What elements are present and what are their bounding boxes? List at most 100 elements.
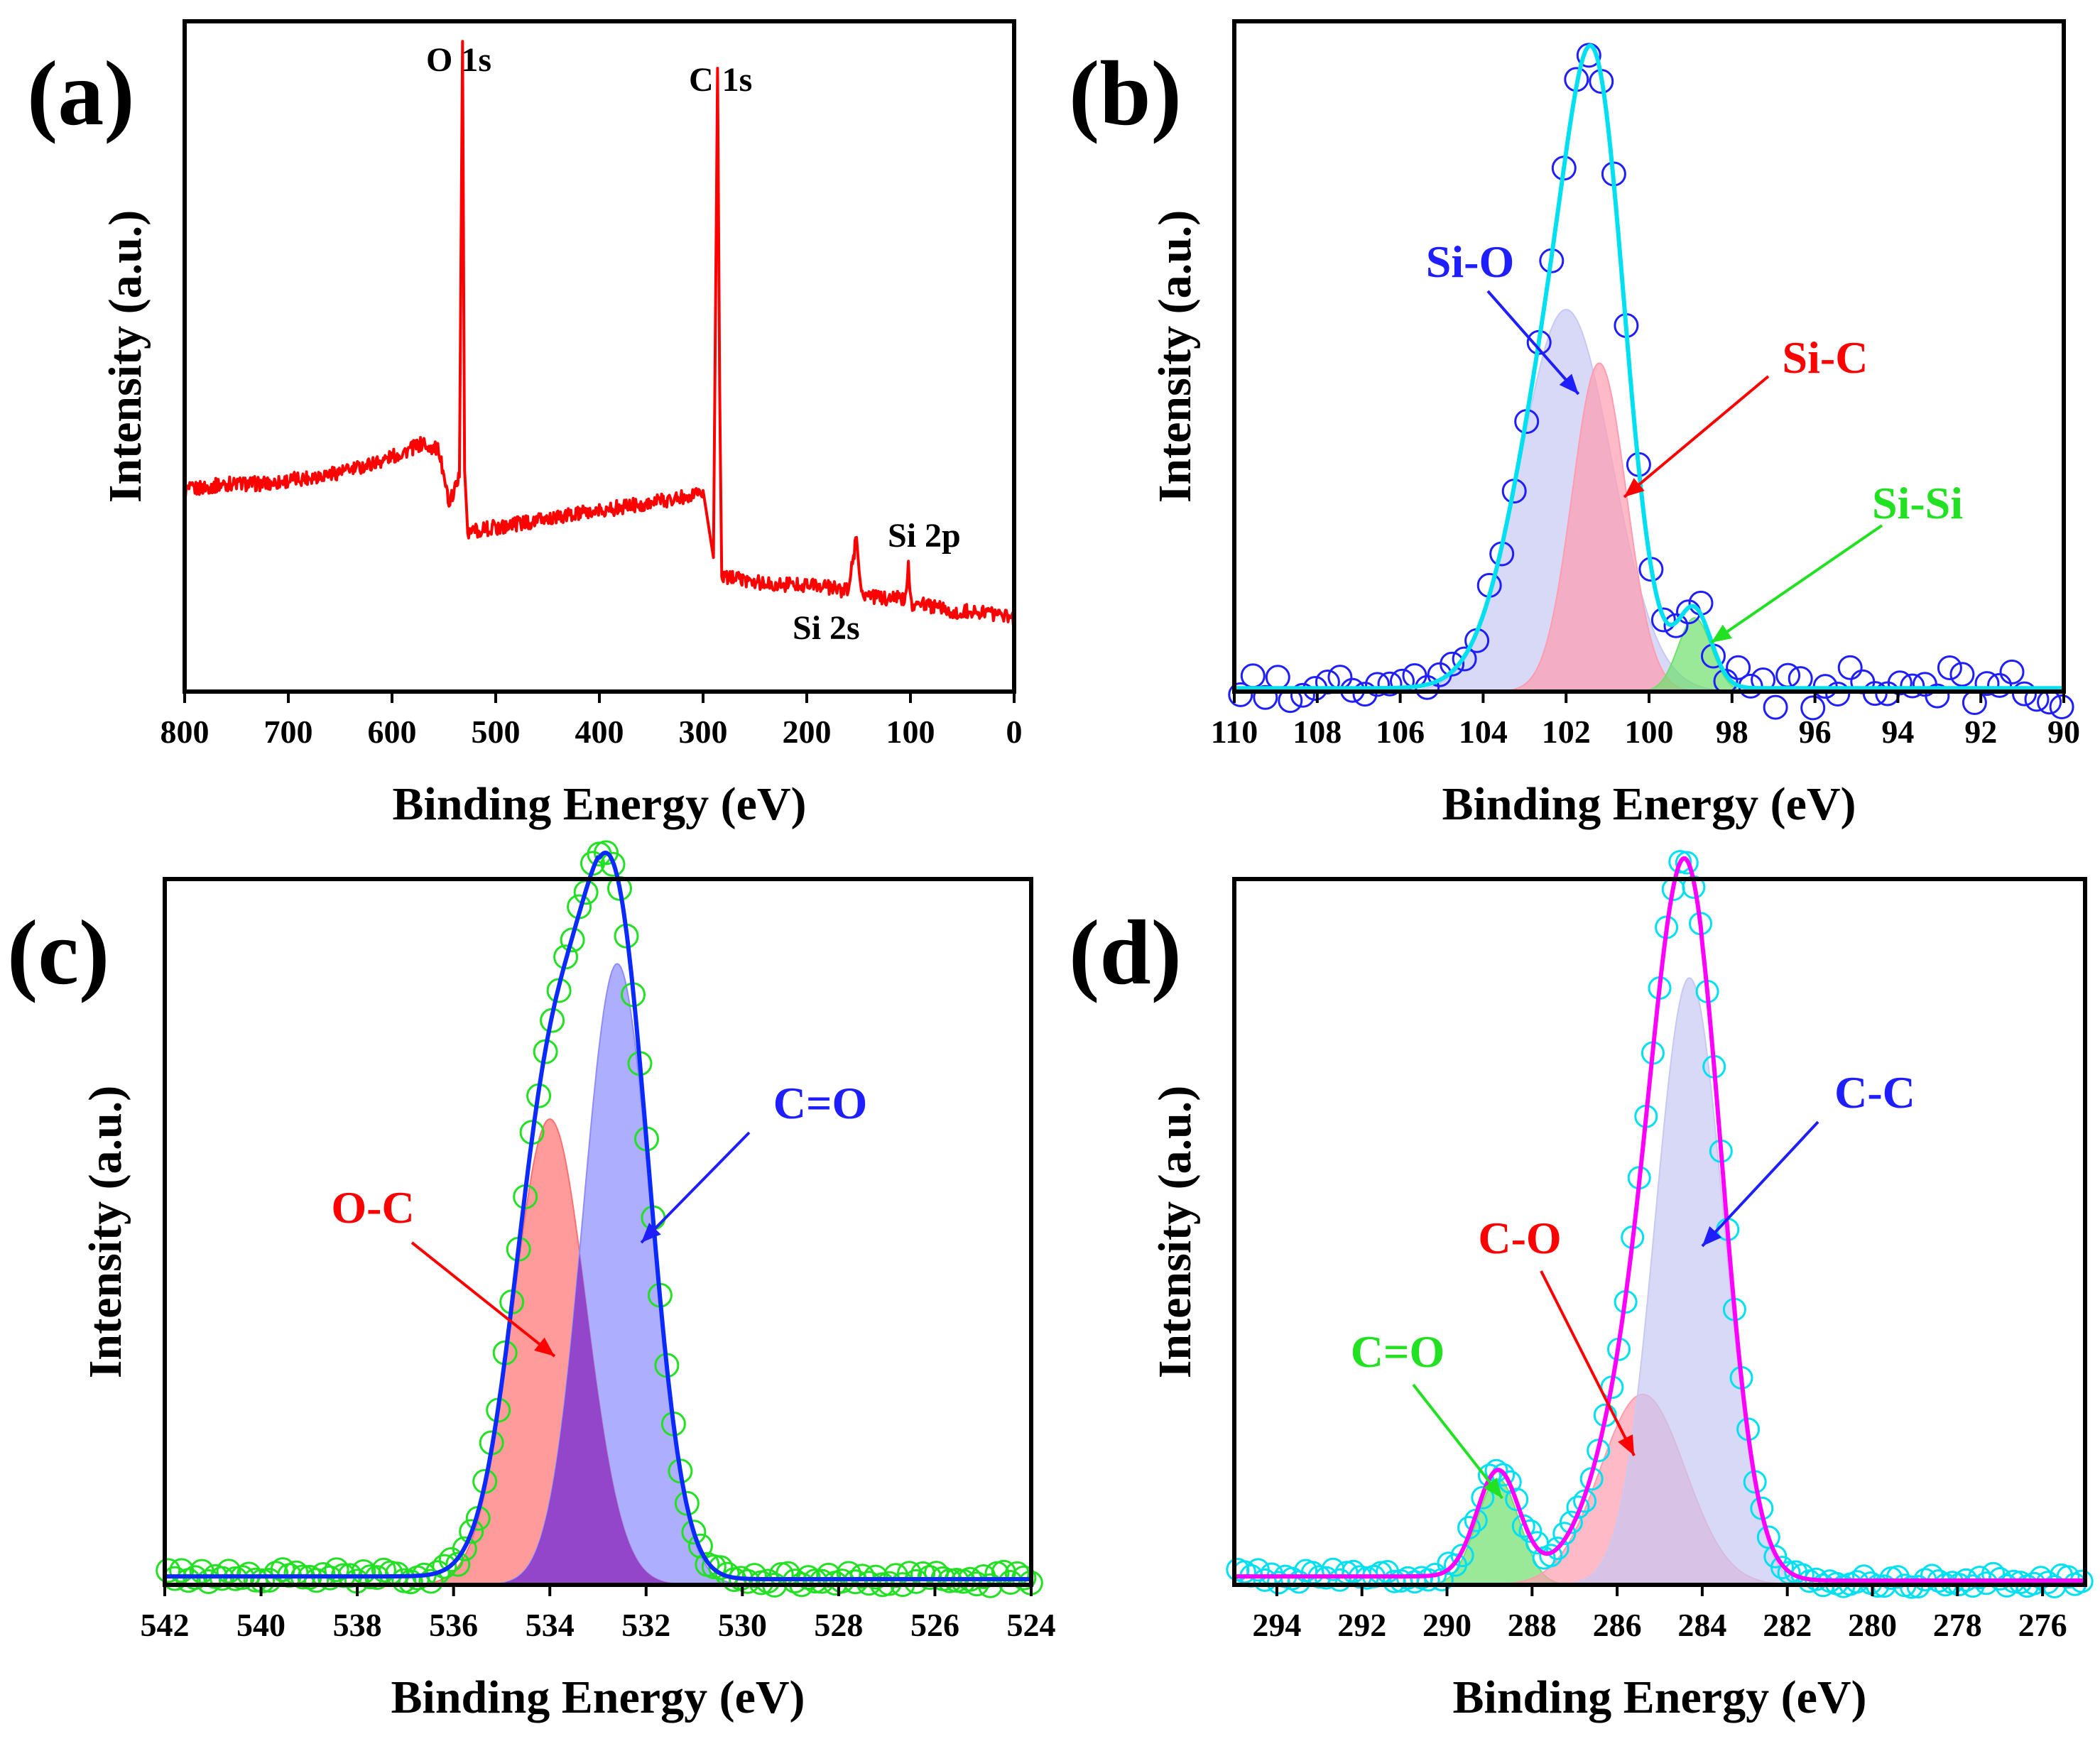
x-tick-label: 200: [783, 714, 832, 750]
data-point: [324, 1557, 349, 1583]
data-point: [600, 851, 626, 877]
data-point: [445, 1551, 471, 1577]
label-ceqo: C=O: [773, 1078, 867, 1128]
x-tick-label: 538: [333, 1607, 382, 1643]
data-point: [1440, 651, 1465, 677]
peak-label-o-1s: O 1s: [426, 41, 491, 79]
data-point: [1352, 682, 1378, 707]
x-axis-title: Binding Energy (eV): [1442, 778, 1856, 830]
y-axis-title: Intensity (a.u.): [80, 1086, 131, 1379]
data-point: [1518, 1519, 1543, 1543]
data-point: [1498, 1470, 1522, 1494]
data-point: [1668, 850, 1692, 874]
data-point: [560, 927, 585, 953]
data-point: [1403, 1570, 1427, 1594]
x-tick-label: 284: [1677, 1607, 1726, 1643]
data-point: [2056, 1565, 2080, 1589]
data-point: [1999, 659, 2025, 684]
data-point: [1837, 655, 1863, 680]
component-overlap: [429, 1253, 767, 1585]
arrow-c-o: [1540, 1270, 1636, 1456]
data-point: [1471, 1485, 1495, 1510]
x-tick-label: 292: [1337, 1607, 1386, 1643]
data-point: [1900, 1575, 1924, 1599]
data-point: [1505, 1488, 1529, 1512]
fit-envelope: [1233, 43, 2065, 691]
data-point: [1253, 684, 1278, 710]
x-tick-label: 282: [1763, 1607, 1812, 1643]
x-tick-label: 90: [2047, 714, 2080, 750]
data-point: [418, 1569, 444, 1594]
data-point: [1559, 1510, 1583, 1534]
data-point: [1925, 683, 1950, 709]
x-tick-label: 108: [1293, 714, 1342, 750]
data-point: [1887, 670, 1913, 696]
peak-label-c-1s: C 1s: [689, 61, 752, 99]
data-point: [1974, 671, 2000, 697]
x-axis-title: Binding Energy (eV): [391, 1671, 805, 1723]
x-tick-label: 400: [575, 714, 624, 750]
x-tick-label: 540: [236, 1607, 285, 1643]
x-tick-label: 102: [1542, 714, 1591, 750]
x-tick-label: 530: [718, 1607, 767, 1643]
data-point: [1377, 671, 1403, 697]
arrow-c-c: [1701, 1120, 1819, 1248]
data-point: [809, 1569, 834, 1594]
data-point: [843, 1569, 869, 1595]
x-tick-label: 100: [1625, 714, 1674, 750]
label-si-si: Si-Si: [1872, 478, 1963, 528]
arrowhead-si-o: [1559, 373, 1579, 394]
data-point: [1763, 694, 1788, 720]
x-tick-label: 290: [1422, 1607, 1471, 1643]
data-point: [398, 1569, 423, 1595]
data-point: [2049, 694, 2074, 719]
panel-c: O-C C=O 542 540 538 536 534 532 530 528 526 524 Bind…: [7, 840, 1056, 1723]
x-axis-title: Binding Energy (eV): [1452, 1671, 1866, 1723]
data-point: [1800, 695, 1826, 721]
arrow-si-si: [1710, 524, 1883, 644]
arrowhead-si-c: [1623, 478, 1645, 497]
component-c-c: [1553, 977, 1827, 1586]
x-tick-label: 278: [1933, 1607, 1982, 1643]
x-tick-label: 536: [429, 1607, 478, 1643]
x-tick-label: 294: [1252, 1607, 1301, 1643]
fit-envelope: [1234, 856, 2084, 1583]
label-c-c: C-C: [1834, 1067, 1915, 1118]
x-tick-label: 92: [1964, 714, 1997, 750]
y-axis-title: Intensity (a.u.): [1149, 1086, 1201, 1379]
panel-label: (c): [7, 902, 109, 1004]
arrow-o-c: [410, 1241, 556, 1358]
x-tick-label: 700: [264, 714, 313, 750]
survey-line: [183, 40, 1016, 626]
data-point: [432, 1554, 457, 1579]
x-tick-label: 276: [2018, 1607, 2067, 1643]
data-point: [1987, 672, 2012, 698]
data-point: [594, 840, 619, 866]
label-o-c: O-C: [331, 1182, 414, 1233]
data-point: [1539, 1544, 1563, 1568]
data-point: [735, 1569, 761, 1594]
x-tick-label: 286: [1593, 1607, 1642, 1643]
data-point: [1452, 646, 1477, 672]
x-tick-label: 800: [161, 714, 210, 750]
data-point: [1290, 682, 1315, 708]
arrow-si-o: [1486, 290, 1580, 396]
data-point: [452, 1536, 477, 1561]
data-point: [1675, 851, 1699, 875]
panel-label: (a): [27, 43, 135, 145]
data-point: [156, 1558, 181, 1583]
plot-frame: [1232, 19, 2066, 694]
data-point: [1416, 1568, 1440, 1592]
plot-frame: [1232, 877, 2087, 1587]
x-tick-label: 104: [1459, 714, 1508, 750]
panel-b: Si-O Si-C Si-Si 110 108 106 104 102 100 98 96 94 92 9…: [1069, 19, 2080, 830]
label-si-c: Si-C: [1783, 332, 1868, 383]
panel-d: C=O C-O C-C 294 292 290 288 286 284 282 280 278 276 B…: [1069, 850, 2094, 1723]
arrowhead-ceqo: [1484, 1478, 1503, 1498]
x-tick-label: 526: [910, 1607, 959, 1643]
peak-label-si-2s: Si 2s: [793, 609, 860, 647]
data-point: [1545, 1537, 1569, 1561]
label-si-o: Si-O: [1426, 236, 1514, 287]
arrowhead-si-si: [1711, 624, 1732, 643]
